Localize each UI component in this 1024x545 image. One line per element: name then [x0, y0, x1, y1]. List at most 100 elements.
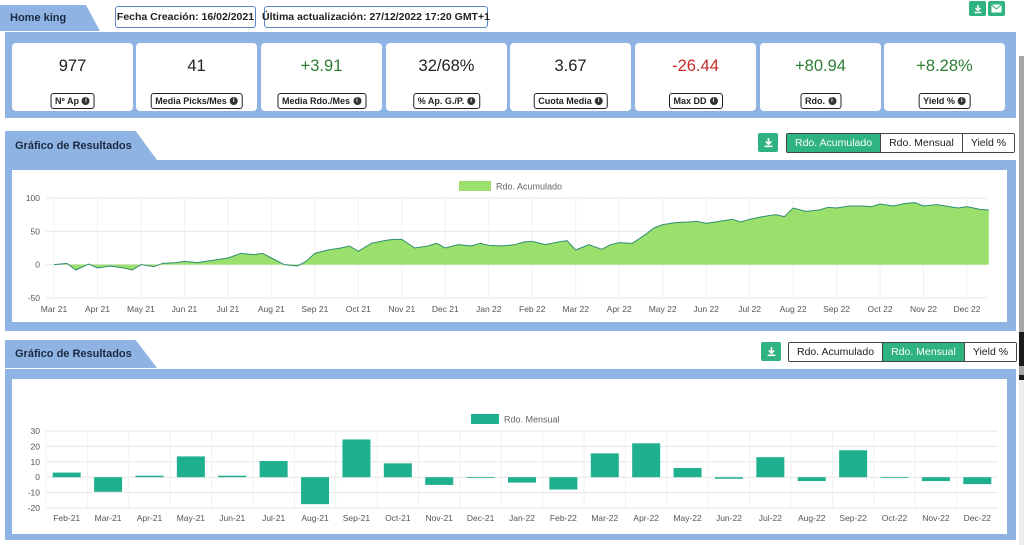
info-icon[interactable]: i — [353, 97, 362, 105]
stat-label[interactable]: Cuota Media i — [533, 93, 608, 109]
x-tick-label: Apr-22 — [633, 513, 659, 523]
stat-value: -26.44 — [672, 57, 719, 75]
stat-label[interactable]: Max DD i — [668, 93, 723, 109]
stats-panel: 977 Nº Ap i 41 Media Picks/Mes i +3.91 Media Rd… — [5, 32, 1016, 118]
stat-label-text: Rdo. — [805, 96, 825, 106]
bar — [466, 477, 495, 478]
stat-label[interactable]: Media Rdo./Mes i — [276, 93, 367, 109]
info-icon[interactable]: i — [467, 97, 476, 105]
chart2-tab-rdo-mensual[interactable]: Rdo. Mensual — [883, 343, 965, 361]
x-tick-label: Sep 22 — [823, 304, 850, 314]
y-tick-label: 30 — [31, 426, 41, 436]
x-tick-label: Feb-21 — [53, 513, 80, 523]
stat-card: 977 Nº Ap i — [12, 43, 133, 111]
info-icon[interactable]: i — [957, 97, 966, 105]
stat-label[interactable]: Media Picks/Mes i — [150, 93, 243, 109]
download-icon[interactable] — [969, 1, 986, 16]
stat-value: +80.94 — [795, 57, 846, 75]
x-tick-label: Nov-22 — [922, 513, 950, 523]
chart-legend: Rdo. Mensual — [471, 414, 560, 425]
stat-label[interactable]: % Ap. G./P. i — [412, 93, 481, 109]
bar — [259, 461, 288, 478]
chart1-panel: -50 0 50 100 Mar 21 Apr 21 May 21 Jun 21 Jul 21 A… — [5, 160, 1016, 331]
stat-card: 3.67 Cuota Media i — [510, 43, 631, 111]
stat-card: +80.94 Rdo. i — [760, 43, 881, 111]
bar — [425, 477, 454, 485]
x-tick-label: Oct 22 — [868, 304, 893, 314]
y-tick-label: -50 — [28, 293, 41, 303]
header-tab: Home king — [0, 5, 100, 31]
chart1-tab-yield[interactable]: Yield % — [962, 134, 1015, 152]
y-tick-label: -20 — [28, 503, 41, 513]
x-tick-label: Mar-21 — [95, 513, 122, 523]
bar — [590, 453, 619, 478]
y-tick-label: 0 — [35, 472, 40, 482]
x-tick-label: Oct 21 — [346, 304, 371, 314]
chart2-tab-rdo-acumulado[interactable]: Rdo. Acumulado — [789, 343, 884, 361]
info-icon[interactable]: i — [81, 97, 90, 105]
stat-label[interactable]: Nº Ap i — [50, 93, 95, 109]
x-tick-label: Sep 21 — [301, 304, 328, 314]
x-tick-label: Apr 22 — [607, 304, 632, 314]
stat-value: 41 — [187, 57, 206, 75]
x-tick-label: Jan 22 — [476, 304, 502, 314]
chart1-title-tab: Gráfico de Resultados — [5, 131, 157, 160]
stat-label-text: Media Picks/Mes — [155, 96, 227, 106]
chart2-tab-yield[interactable]: Yield % — [964, 343, 1017, 361]
y-tick-label: 100 — [26, 193, 40, 203]
x-tick-label: Jul 22 — [738, 304, 761, 314]
x-tick-label: Jun-21 — [219, 513, 245, 523]
stat-card: +8.28% Yield % i — [884, 43, 1005, 111]
bar — [673, 467, 702, 478]
bar — [963, 477, 992, 485]
x-tick-label: Jun 22 — [693, 304, 719, 314]
monthly-result-chart: -20 -10 0 10 20 30 Feb-21 Mar-21 Apr-21 May-21 Jun… — [28, 414, 998, 523]
x-tick-label: Jul 21 — [217, 304, 240, 314]
stat-card: 32/68% % Ap. G./P. i — [386, 43, 507, 111]
bar — [549, 477, 578, 490]
bar — [383, 463, 412, 478]
chart1-tab-rdo-mensual[interactable]: Rdo. Mensual — [881, 134, 963, 152]
last-update: Última actualización: 27/12/2022 17:20 G… — [262, 6, 490, 28]
info-icon[interactable]: i — [709, 97, 718, 105]
email-icon[interactable] — [988, 1, 1005, 16]
x-tick-label: Jul-22 — [759, 513, 782, 523]
edge-marker — [1019, 375, 1024, 380]
x-tick-label: Aug 21 — [258, 304, 285, 314]
bar — [218, 475, 247, 478]
info-icon[interactable]: i — [594, 97, 603, 105]
x-tick-label: Feb-22 — [550, 513, 577, 523]
bar — [839, 450, 868, 478]
x-tick-label: Mar 22 — [562, 304, 589, 314]
last-update-text: Última actualización: 27/12/2022 17:20 G… — [262, 11, 490, 23]
page-scrollbar-thumb[interactable] — [1019, 56, 1024, 376]
x-tick-label: Mar 21 — [41, 304, 68, 314]
stat-label-text: Cuota Media — [538, 96, 592, 106]
info-icon[interactable]: i — [229, 97, 238, 105]
creation-date: Fecha Creación: 16/02/2021 — [115, 6, 256, 28]
stat-label[interactable]: Yield % i — [918, 93, 971, 109]
bar — [714, 477, 743, 479]
chart2-download-icon[interactable] — [761, 342, 781, 361]
chart1-tab-rdo-acumulado[interactable]: Rdo. Acumulado — [787, 134, 882, 152]
x-tick-label: May-21 — [177, 513, 206, 523]
chart1-title: Gráfico de Resultados — [15, 139, 132, 152]
info-icon[interactable]: i — [828, 97, 836, 105]
bar — [94, 477, 123, 492]
stat-label[interactable]: Rdo. i — [800, 93, 841, 109]
x-tick-label: Nov 21 — [388, 304, 415, 314]
chart-legend: Rdo. Acumulado — [459, 181, 562, 192]
bar — [632, 443, 661, 478]
x-tick-label: Jun 21 — [172, 304, 198, 314]
chart2-panel: -20 -10 0 10 20 30 Feb-21 Mar-21 Apr-21 May-21 Jun… — [5, 369, 1016, 540]
chart2-view-tabs: Rdo. Acumulado Rdo. Mensual Yield % — [788, 342, 1018, 362]
chart1-download-icon[interactable] — [758, 133, 778, 152]
bar — [52, 472, 81, 478]
bar — [301, 477, 330, 505]
bar — [135, 475, 164, 478]
edge-marker — [1019, 332, 1024, 366]
x-tick-label: Jun-22 — [716, 513, 742, 523]
x-tick-label: Aug-22 — [798, 513, 826, 523]
x-tick-label: Dec 22 — [954, 304, 981, 314]
bar — [756, 457, 785, 478]
